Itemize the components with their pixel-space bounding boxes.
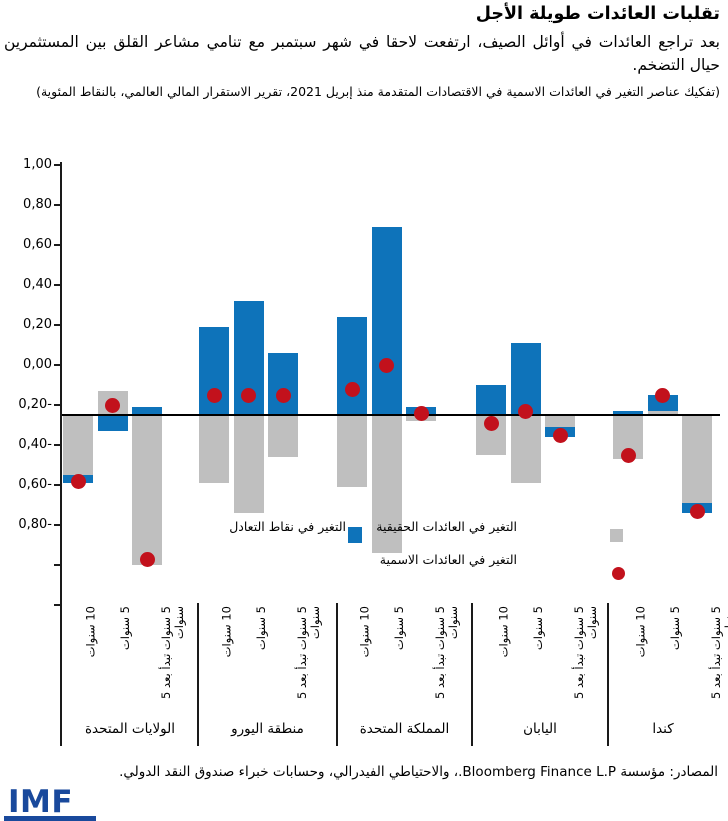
real-yield-bar-segment	[545, 415, 575, 427]
real-yield-bar-segment	[199, 415, 229, 483]
y-axis-tick	[54, 204, 62, 206]
nominal-yield-dot	[620, 447, 636, 463]
group-separator	[607, 603, 609, 746]
figure-subtitle: بعد تراجع العائدات في أوائل الصيف، ارتفع…	[4, 33, 720, 74]
nominal-yield-dot	[483, 415, 499, 431]
y-axis-tick	[54, 324, 62, 326]
group-separator	[197, 603, 199, 746]
nominal-yield-dot	[241, 387, 256, 403]
y-tick-label: 0,20-	[18, 397, 52, 412]
group-separator	[336, 603, 338, 746]
breakeven-bar-segment	[371, 227, 402, 415]
tenor-label: 5 سنوات	[531, 606, 545, 651]
breakeven-bar-segment	[132, 407, 162, 415]
tenor-label: 5 سنوات	[668, 606, 682, 651]
y-axis-tick	[54, 364, 62, 366]
group-label: منطقة اليورو	[231, 721, 304, 737]
y-axis-tick	[54, 284, 62, 286]
breakeven-legend-swatch	[348, 527, 362, 543]
nominal-yield-dot	[379, 357, 394, 373]
group-label: الولايات المتحدة	[84, 721, 176, 737]
nominal-yield-dot	[70, 473, 86, 489]
y-axis-tick	[54, 444, 62, 446]
imf-logo: IMF	[8, 784, 74, 820]
breakeven-bar-segment	[476, 385, 506, 415]
y-axis-line	[60, 162, 62, 746]
nominal-yield-dot	[105, 397, 120, 413]
nominal-yield-dot	[552, 427, 568, 443]
y-axis-tick	[54, 564, 62, 566]
breakeven-bar-segment	[510, 343, 541, 415]
real-yield-bar-segment	[233, 415, 264, 513]
group-label: اليابان	[523, 721, 557, 737]
real-yield-bar-segment	[63, 415, 93, 475]
y-tick-label: 0,40	[23, 277, 52, 292]
tenor-label: 5 سنوات تبدأ بعد 5 سنوات	[709, 606, 728, 700]
y-axis-tick	[54, 164, 62, 166]
y-tick-label: 0,40-	[18, 437, 52, 452]
real-yield-bar-segment	[371, 415, 402, 553]
breakeven-bar-segment	[97, 415, 128, 431]
real-yield-legend-swatch	[610, 529, 623, 542]
real-yield-bar-segment	[647, 411, 678, 415]
imf-logo-strip	[4, 816, 96, 821]
y-axis-tick	[54, 484, 62, 486]
tenor-label: 5 سنوات تبدأ بعد 5 سنوات	[159, 606, 186, 700]
tenor-label: 5 سنوات	[254, 606, 268, 651]
nominal-yield-dot	[518, 403, 533, 419]
x-axis-baseline	[62, 414, 720, 416]
y-tick-label: 0,60	[23, 237, 52, 252]
figure-title: تقلبات العائدات طويلة الأجل	[475, 4, 720, 24]
breakeven-bar-segment	[268, 353, 298, 415]
nominal-yield-dot	[275, 387, 291, 403]
y-axis-tick	[54, 524, 62, 526]
tenor-label: 5 سنوات	[118, 606, 132, 651]
tenor-label: 5 سنوات تبدأ بعد 5 سنوات	[572, 606, 599, 700]
real-yield-bar-segment	[337, 415, 367, 487]
y-tick-label: 0,20	[23, 317, 52, 332]
nominal-yield-dot	[689, 503, 705, 519]
tenor-label: 5 سنوات	[392, 606, 406, 651]
tenor-label: 5 سنوات تبدأ بعد 5 سنوات	[433, 606, 460, 700]
real-yield-bar-segment	[510, 415, 541, 483]
tenor-label: 10 سنوات	[633, 606, 648, 658]
figure-note: (تفكيك عناصر التغير في العائدات الاسمية …	[36, 84, 720, 99]
nominal-yield-dot	[344, 381, 360, 397]
tenor-label: 10 سنوات	[357, 606, 372, 658]
nominal-yield-dot	[206, 387, 222, 403]
tenor-label: 10 سنوات	[496, 606, 511, 658]
nominal-yield-dot	[413, 405, 429, 421]
tenor-label: 10 سنوات	[83, 606, 98, 658]
y-tick-label: 0,60-	[18, 477, 52, 492]
real-yield-bar-segment	[268, 415, 298, 457]
y-tick-label: 0,00	[23, 357, 52, 372]
real-yield-bar-segment	[682, 415, 712, 503]
real-yield-bar-segment	[132, 415, 162, 565]
tenor-label: 10 سنوات	[219, 606, 234, 658]
nominal-yield-legend-dot	[612, 567, 625, 580]
group-separator	[471, 603, 473, 746]
y-axis-tick	[54, 604, 62, 606]
y-axis-tick	[54, 244, 62, 246]
group-label: المملكة المتحدة	[359, 721, 450, 737]
real-yield-legend-label: التغير في العائدات الحقيقية	[376, 519, 517, 534]
nominal-yield-dot	[655, 387, 670, 403]
y-axis-tick	[54, 404, 62, 406]
y-tick-label: 1,00	[23, 157, 52, 172]
breakeven-legend-label: التغير في نقاط التعادل	[229, 519, 346, 534]
breakeven-bar-segment	[337, 317, 367, 415]
nominal-yield-legend-label: التغير في العائدات الاسمية	[379, 552, 517, 567]
sources-note: المصادر: مؤسسة Bloomberg Finance L.P.، و…	[119, 764, 718, 780]
group-label: كندا	[652, 721, 674, 737]
tenor-label: 5 سنوات تبدأ بعد 5 سنوات	[295, 606, 322, 700]
y-tick-label: 0,80	[23, 197, 52, 212]
y-tick-label: 0,80-	[18, 517, 52, 532]
breakeven-bar-segment	[613, 411, 643, 415]
nominal-yield-dot	[139, 551, 155, 567]
